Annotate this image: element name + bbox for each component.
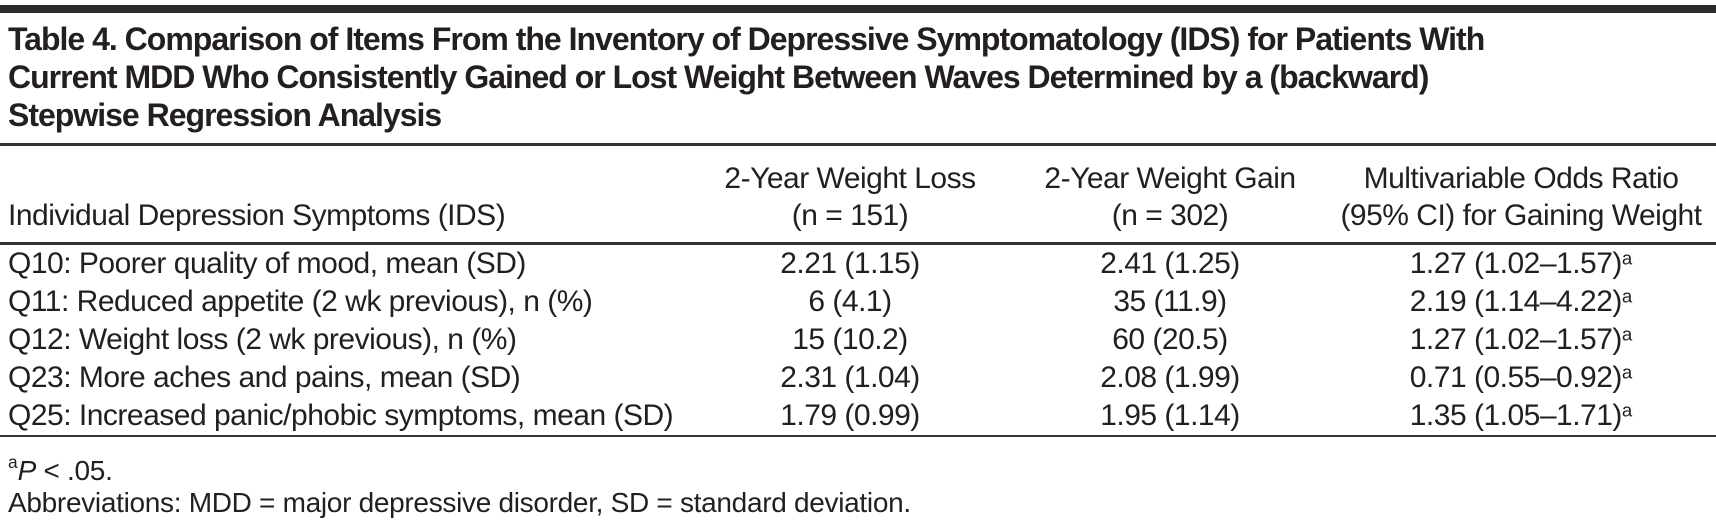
significance-marker: a [1621, 247, 1633, 269]
symptom-cell: Q23: More aches and pains, mean (SD) [8, 360, 521, 394]
table-footnotes: aP < .05. Abbreviations: MDD = major dep… [0, 446, 1716, 519]
weight-loss-cell: 2.21 (1.15) [780, 246, 920, 280]
weight-gain-cell: 1.95 (1.14) [1040, 396, 1300, 437]
weight-gain-cell: 35 (11.9) [1113, 284, 1227, 318]
weight-loss-cell: 1.79 (0.99) [660, 396, 1040, 437]
table-row: Q25: Increased panic/phobic symptoms, me… [0, 396, 1716, 437]
odds-ratio-cell: 1.27 (1.02–1.57)a [1409, 322, 1633, 356]
significance-marker: a [1621, 285, 1633, 307]
table-header-row: Individual Depression Symptoms (IDS) 2-Y… [0, 145, 1716, 245]
weight-gain-cell: 60 (20.5) [1112, 322, 1228, 356]
table-title-line-1: Table 4. Comparison of Items From the In… [8, 21, 1485, 57]
symptom-cell: Q11: Reduced appetite (2 wk previous), n… [8, 284, 593, 318]
column-header-weight-loss: 2-Year Weight Loss (n = 151) [660, 145, 1040, 245]
table-row: Q10: Poorer quality of mood, mean (SD) 2.… [0, 243, 1716, 283]
odds-ratio-cell: 2.19 (1.14–4.22)a [1409, 284, 1633, 318]
comparison-table: Individual Depression Symptoms (IDS) 2-Y… [0, 145, 1716, 437]
table-title-line-2: Current MDD Who Consistently Gained or L… [8, 59, 1429, 95]
table-figure: Table 4. Comparison of Items From the In… [0, 5, 1716, 520]
odds-ratio-cell: 0.71 (0.55–0.92)a [1409, 360, 1633, 394]
table-row: Q23: More aches and pains, mean (SD) 2.31… [0, 359, 1716, 397]
weight-loss-cell: 15 (10.2) [792, 322, 908, 356]
weight-gain-cell: 2.08 (1.99) [1100, 360, 1240, 394]
column-header-symptoms: Individual Depression Symptoms (IDS) [0, 145, 660, 245]
weight-loss-cell: 2.31 (1.04) [780, 360, 920, 394]
top-border-bar [0, 5, 1716, 13]
odds-ratio-cell: 1.35 (1.05–1.71)a [1300, 396, 1716, 437]
table-title: Table 4. Comparison of Items From the In… [0, 20, 1716, 134]
symptom-cell: Q25: Increased panic/phobic symptoms, me… [0, 396, 674, 437]
symptom-cell: Q10: Poorer quality of mood, mean (SD) [8, 246, 526, 280]
footnote-p-value: aP < .05. [8, 446, 1716, 487]
footnote-abbreviations: Abbreviations: MDD = major depressive di… [8, 486, 911, 518]
weight-loss-cell: 6 (4.1) [808, 284, 892, 318]
significance-marker: a [1621, 361, 1633, 383]
significance-marker: a [1621, 399, 1633, 421]
divider-rule-under-title [0, 143, 1716, 146]
column-header-weight-gain: 2-Year Weight Gain (n = 302) [1040, 145, 1300, 245]
p-value-threshold: < .05. [36, 454, 113, 486]
p-value-label: P [17, 454, 37, 486]
table-row: Q12: Weight loss (2 wk previous), n (%) 1… [0, 321, 1716, 359]
significance-marker: a [8, 451, 18, 472]
odds-ratio-cell: 1.27 (1.02–1.57)a [1409, 246, 1633, 280]
symptom-cell: Q12: Weight loss (2 wk previous), n (%) [8, 322, 517, 356]
table-title-line-3: Stepwise Regression Analysis [8, 97, 442, 133]
column-header-odds-ratio: Multivariable Odds Ratio (95% CI) for Ga… [1300, 145, 1716, 245]
table-body: Q10: Poorer quality of mood, mean (SD) 2.… [0, 243, 1716, 437]
weight-gain-cell: 2.41 (1.25) [1100, 246, 1240, 280]
significance-marker: a [1621, 323, 1633, 345]
table-row: Q11: Reduced appetite (2 wk previous), n… [0, 283, 1716, 321]
